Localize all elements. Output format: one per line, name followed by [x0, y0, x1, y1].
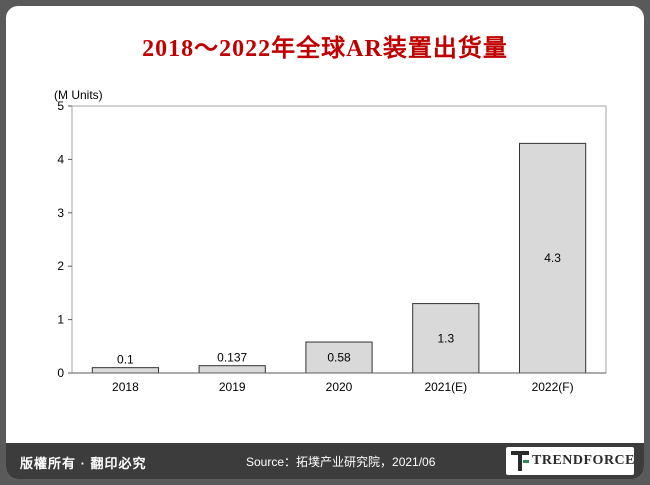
- y-tick-label: 5: [57, 99, 64, 113]
- bar: [91, 367, 160, 374]
- y-tick-label: 2: [57, 259, 64, 273]
- y-tick-label: 1: [57, 313, 64, 327]
- source-note: Source：拓墣产业研究院，2021/06: [246, 455, 436, 469]
- bar: [518, 142, 587, 374]
- x-tick-label: 2022(F): [532, 380, 574, 394]
- slide-frame: 2018～2022年全球AR装置出货量 (M Units) 0 1 2 3 4 5 0.1 2…: [6, 6, 644, 479]
- bar: [305, 341, 373, 374]
- x-tick-label: 2018: [112, 380, 139, 394]
- y-axis-unit-label: (M Units): [54, 88, 103, 102]
- data-label: 0.58: [327, 351, 351, 365]
- data-label: 1.3: [437, 331, 454, 345]
- x-tick-label: 2021(E): [424, 380, 467, 394]
- plot-area: [71, 105, 607, 374]
- footer-bar: 版權所有 · 翻印必究 Source：拓墣产业研究院，2021/06 TREND…: [6, 443, 644, 479]
- trendforce-logo: TRENDFORCE: [506, 447, 636, 475]
- y-tick-label: 3: [57, 206, 64, 220]
- trendforce-logo-icon: [511, 451, 529, 471]
- data-label: 0.137: [217, 351, 247, 365]
- data-label: 4.3: [544, 251, 561, 265]
- bar: [412, 303, 480, 374]
- y-tick-label: 0: [57, 366, 64, 380]
- brand-name: TRENDFORCE: [532, 453, 636, 468]
- copyright-notice: 版權所有 · 翻印必究: [20, 456, 147, 471]
- bar: [198, 365, 266, 374]
- bar-chart: 0 1 2 3 4 5 0.1 2018 0.137 2019 0.58 2020 1.3 2021(E)…: [57, 99, 607, 394]
- x-tick-label: 2019: [219, 380, 246, 394]
- y-tick-label: 4: [57, 152, 64, 166]
- x-tick-label: 2020: [326, 380, 353, 394]
- data-label: 0.1: [117, 353, 134, 367]
- chart-title: 2018～2022年全球AR装置出货量: [142, 36, 508, 62]
